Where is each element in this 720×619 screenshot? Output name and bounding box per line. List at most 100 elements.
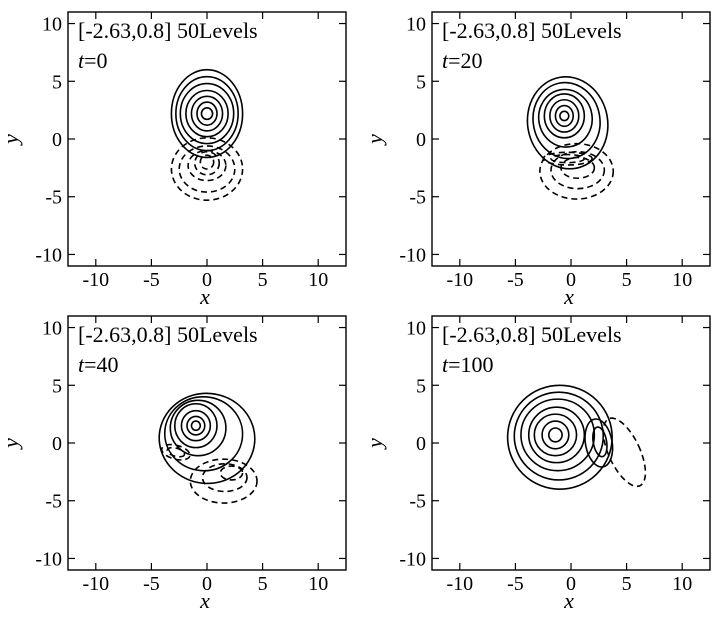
contour-group	[506, 384, 647, 490]
time-label: t=40	[78, 352, 119, 377]
x-tick-label: 10	[308, 269, 328, 291]
y-tick-label: -5	[409, 491, 426, 513]
positive-contour-line	[554, 104, 575, 128]
plot-frame	[67, 11, 347, 267]
contour-range-label: [-2.63,0.8] 50Levels	[78, 322, 258, 347]
y-tick-label: 0	[52, 433, 62, 455]
negative-contour-line	[178, 145, 236, 193]
y-tick-label: 5	[52, 71, 62, 93]
x-tick-label: -5	[143, 573, 160, 595]
positive-contour-line	[526, 76, 609, 170]
positive-contour-line	[173, 402, 218, 449]
negative-contour-line	[170, 137, 244, 201]
positive-contour-line	[185, 89, 229, 138]
y-tick-label: 5	[416, 71, 426, 93]
negative-contour-line	[550, 150, 606, 190]
y-tick-label: -10	[35, 244, 62, 266]
positive-contour-line	[592, 426, 608, 458]
positive-contour-line	[186, 415, 206, 436]
y-tick-label: -10	[35, 548, 62, 570]
negative-contour-line	[160, 443, 191, 461]
panel-1: -10 -5 0 5 10 -10 -5 0 5 10 x y [-2.63,0.8] 50Levels…	[0, 11, 347, 309]
contour-group	[170, 68, 244, 201]
y-tick-label: 5	[416, 375, 426, 397]
x-tick-label: 0	[566, 269, 576, 291]
contour-range-label: [-2.63,0.8] 50Levels	[442, 18, 622, 43]
x-axis-label: x	[199, 588, 210, 613]
x-tick-label: 5	[622, 269, 632, 291]
negative-contour-line	[539, 142, 615, 200]
time-value: =40	[84, 352, 118, 377]
negative-contour-line	[166, 446, 186, 458]
contour-group	[158, 392, 258, 504]
x-tick-label: -5	[143, 269, 160, 291]
y-tick-label: -5	[45, 491, 62, 513]
positive-contour-line	[179, 82, 235, 145]
positive-contour-line	[190, 420, 202, 432]
positive-contour-line	[549, 98, 580, 133]
x-tick-label: 0	[566, 573, 576, 595]
positive-contour-line	[547, 427, 563, 443]
positive-contour-line	[163, 396, 244, 472]
positive-contour-line	[559, 110, 570, 122]
y-axis-label: y	[362, 134, 387, 146]
y-tick-label: 10	[406, 14, 426, 36]
positive-contour-line	[190, 95, 224, 132]
time-symbol: t	[78, 48, 85, 73]
y-tick-label: 10	[42, 318, 62, 340]
negative-contour-line	[219, 465, 244, 481]
y-tick-label: 10	[42, 14, 62, 36]
y-axis-label: y	[0, 438, 23, 450]
time-value: =20	[448, 48, 482, 73]
negative-contour-line	[602, 417, 647, 488]
time-symbol: t	[442, 352, 449, 377]
negative-contour-line	[201, 462, 248, 493]
x-tick-label: -10	[446, 269, 473, 291]
y-tick-label: -10	[399, 244, 426, 266]
positive-contour-line	[584, 418, 614, 468]
panel-4: -10 -5 0 5 10 -10 -5 0 5 10 x y [-2.63,0.8] 50Levels…	[362, 315, 711, 613]
contour-group	[526, 76, 615, 200]
x-tick-label: 0	[202, 573, 212, 595]
x-tick-label: 10	[308, 573, 328, 595]
x-tick-label: -10	[82, 269, 109, 291]
time-label: t=0	[78, 48, 108, 73]
time-label: t=100	[442, 352, 494, 377]
x-tick-label: 0	[202, 269, 212, 291]
negative-contour-line	[199, 154, 215, 170]
negative-contour-line	[189, 458, 258, 504]
positive-contour-line	[533, 413, 578, 457]
x-axis-label: x	[563, 588, 574, 613]
x-tick-label: -10	[446, 573, 473, 595]
y-axis-label: y	[0, 134, 23, 146]
positive-contour-line	[175, 75, 239, 152]
positive-contour-line	[532, 81, 601, 160]
y-tick-label: -10	[399, 548, 426, 570]
x-axis-label: x	[563, 284, 574, 309]
positive-contour-line	[196, 101, 218, 126]
x-tick-label: 5	[622, 573, 632, 595]
panel-2: -10 -5 0 5 10 -10 -5 0 5 10 x y [-2.63,0.8] 50Levels…	[362, 11, 711, 309]
panel-3: -10 -5 0 5 10 -10 -5 0 5 10 x y [-2.63,0.8] 50Levels…	[0, 315, 347, 613]
x-tick-label: -5	[507, 573, 524, 595]
time-value: =100	[448, 352, 493, 377]
x-tick-label: -5	[507, 269, 524, 291]
positive-contour-line	[180, 409, 212, 442]
negative-contour-line	[550, 153, 586, 164]
x-tick-label: 10	[672, 573, 692, 595]
time-value: =0	[84, 48, 107, 73]
positive-contour-line	[537, 88, 593, 148]
x-axis-label: x	[199, 284, 210, 309]
y-tick-label: 0	[52, 129, 62, 151]
positive-contour-line	[170, 68, 244, 159]
contour-range-label: [-2.63,0.8] 50Levels	[442, 322, 622, 347]
negative-contour-line	[187, 149, 227, 182]
time-symbol: t	[442, 48, 449, 73]
y-tick-label: 0	[416, 433, 426, 455]
y-tick-label: 0	[416, 129, 426, 151]
x-tick-label: -10	[82, 573, 109, 595]
y-tick-label: -5	[45, 187, 62, 209]
positive-contour-line	[520, 398, 596, 472]
positive-contour-line	[541, 420, 570, 450]
